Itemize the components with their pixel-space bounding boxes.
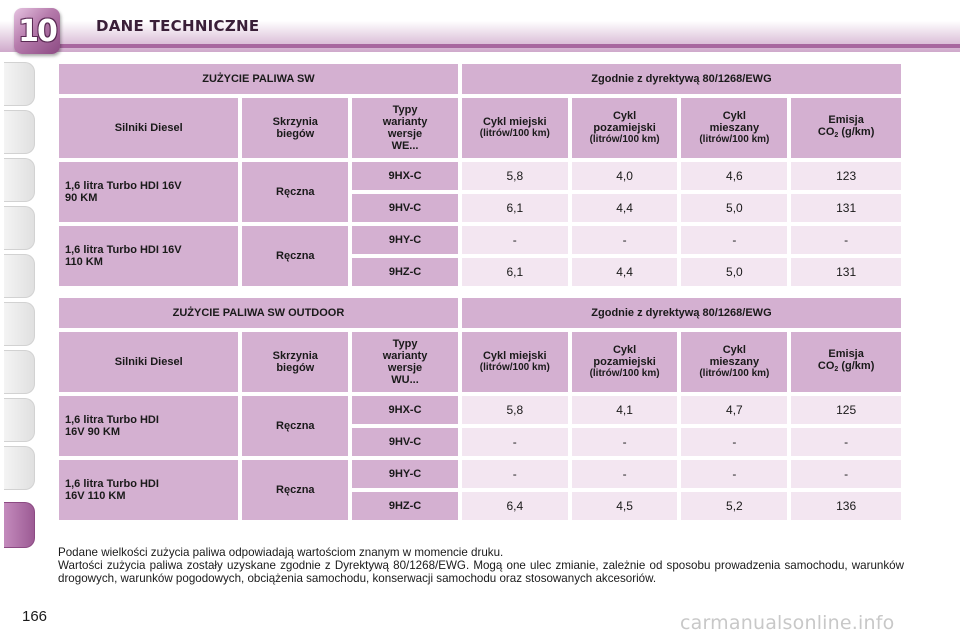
col-header-mixed: Cykl mieszany (litrów/100 km) — [681, 98, 788, 158]
mixed-value: 4,7 — [681, 396, 788, 424]
table-row: 9HZ-C 6,4 4,5 5,2 136 — [59, 492, 901, 520]
mixed-value: 5,0 — [681, 258, 788, 286]
extra-urban-value: - — [571, 460, 678, 488]
co2-value: - — [791, 428, 901, 456]
col-header-co2: Emisja CO2 (g/km) — [791, 332, 901, 392]
variant-code: 9HX-C — [352, 396, 458, 424]
table-row: 1,6 litra Turbo HDI 16V 90 KM Ręczna 9HX-… — [59, 396, 901, 456]
col-header-gearbox: Skrzynia biegów — [242, 98, 349, 158]
engine-cell: 1,6 litra Turbo HDI 16V 90 KM — [59, 162, 239, 222]
chapter-tab[interactable] — [4, 62, 35, 106]
table-row: 9HV-C - - - - — [59, 428, 901, 456]
header-band — [0, 0, 960, 52]
urban-value: 6,1 — [461, 194, 568, 222]
table-row: 1,6 litra Turbo HDI 16V 110 KM Ręczna 9HY… — [59, 226, 901, 286]
gearbox-cell: Ręczna — [242, 226, 349, 286]
urban-value: 6,4 — [461, 492, 568, 520]
page-title: DANE TECHNICZNE — [96, 17, 260, 35]
directive-label: Zgodnie z dyrektywą 80/1268/EWG — [461, 64, 901, 94]
footnotes: Podane wielkości zużycia paliwa odpowiad… — [58, 546, 904, 585]
mixed-value: 4,6 — [681, 162, 788, 190]
extra-urban-value: 4,0 — [571, 162, 678, 190]
chapter-tab-active[interactable] — [4, 502, 35, 548]
chapter-tab[interactable] — [4, 254, 35, 298]
table-title: ZUŻYCIE PALIWA SW — [59, 64, 458, 94]
urban-value: 5,8 — [461, 162, 568, 190]
co2-value: 136 — [791, 492, 901, 520]
mixed-value: - — [681, 460, 788, 488]
gearbox-cell: Ręczna — [242, 162, 349, 222]
col-header-extra-urban: Cykl pozamiejski (litrów/100 km) — [571, 98, 678, 158]
col-header-engines: Silniki Diesel — [59, 332, 239, 392]
mixed-value: - — [681, 428, 788, 456]
engine-cell: 1,6 litra Turbo HDI 16V 110 KM — [59, 460, 239, 520]
co2-value: 131 — [791, 194, 901, 222]
co2-value: - — [791, 226, 901, 254]
col-header-gearbox: Skrzynia biegów — [242, 332, 349, 392]
extra-urban-value: - — [571, 428, 678, 456]
note-printing-values: Podane wielkości zużycia paliwa odpowiad… — [58, 546, 504, 559]
mixed-value: 5,2 — [681, 492, 788, 520]
extra-urban-value: - — [571, 226, 678, 254]
directive-label: Zgodnie z dyrektywą 80/1268/EWG — [461, 298, 901, 328]
chapter-tab[interactable] — [4, 110, 35, 154]
urban-value: - — [461, 226, 568, 254]
col-header-engines: Silniki Diesel — [59, 98, 239, 158]
col-header-mixed: Cykl mieszany (litrów/100 km) — [681, 332, 788, 392]
co2-value: 131 — [791, 258, 901, 286]
co2-value: 125 — [791, 396, 901, 424]
header-divider — [40, 44, 960, 48]
page-number: 166 — [22, 608, 48, 625]
table-row: 1,6 litra Turbo HDI 16V 110 KM Ręczna 9HY… — [59, 460, 901, 520]
note-directive: Wartości zużycia paliwa zostały uzyskane… — [58, 559, 904, 585]
watermark: carmanualsonline.info — [680, 612, 895, 634]
table-row: 1,6 litra Turbo HDI 16V 90 KM Ręczna 9HX-… — [59, 162, 901, 222]
engine-cell: 1,6 litra Turbo HDI 16V 110 KM — [59, 226, 239, 286]
co2-value: 123 — [791, 162, 901, 190]
variant-code: 9HV-C — [352, 428, 458, 456]
extra-urban-value: 4,1 — [571, 396, 678, 424]
chapter-tab[interactable] — [4, 158, 35, 202]
variant-code: 9HZ-C — [352, 492, 458, 520]
mixed-value: - — [681, 226, 788, 254]
col-header-co2: Emisja CO2 (g/km) — [791, 98, 901, 158]
gearbox-cell: Ręczna — [242, 396, 349, 456]
col-header-urban: Cykl miejski (litrów/100 km) — [461, 332, 568, 392]
table-row: 9HV-C 6,1 4,4 5,0 131 — [59, 194, 901, 222]
variant-code: 9HY-C — [352, 226, 458, 254]
urban-value: 5,8 — [461, 396, 568, 424]
gearbox-cell: Ręczna — [242, 460, 349, 520]
col-header-urban: Cykl miejski (litrów/100 km) — [461, 98, 568, 158]
fuel-consumption-table-sw: ZUŻYCIE PALIWA SW Zgodnie z dyrektywą 80… — [55, 60, 905, 290]
extra-urban-value: 4,4 — [571, 194, 678, 222]
table-title: ZUŻYCIE PALIWA SW OUTDOOR — [59, 298, 458, 328]
co2-value: - — [791, 460, 901, 488]
variant-code: 9HV-C — [352, 194, 458, 222]
chapter-badge: 10 — [14, 8, 60, 54]
col-header-variants: Typy warianty wersje WU... — [352, 332, 458, 392]
engine-cell: 1,6 litra Turbo HDI 16V 90 KM — [59, 396, 239, 456]
urban-value: - — [461, 460, 568, 488]
extra-urban-value: 4,5 — [571, 492, 678, 520]
chapter-tab[interactable] — [4, 206, 35, 250]
table-row: 9HZ-C 6,1 4,4 5,0 131 — [59, 258, 901, 286]
variant-code: 9HY-C — [352, 460, 458, 488]
col-header-extra-urban: Cykl pozamiejski (litrów/100 km) — [571, 332, 678, 392]
fuel-consumption-table-sw-outdoor: ZUŻYCIE PALIWA SW OUTDOOR Zgodnie z dyre… — [55, 294, 905, 524]
extra-urban-value: 4,4 — [571, 258, 678, 286]
variant-code: 9HZ-C — [352, 258, 458, 286]
col-header-variants: Typy warianty wersje WE... — [352, 98, 458, 158]
variant-code: 9HX-C — [352, 162, 458, 190]
chapter-tab[interactable] — [4, 350, 35, 394]
urban-value: 6,1 — [461, 258, 568, 286]
chapter-tab[interactable] — [4, 398, 35, 442]
chapter-tab[interactable] — [4, 302, 35, 346]
urban-value: - — [461, 428, 568, 456]
chapter-tab[interactable] — [4, 446, 35, 490]
mixed-value: 5,0 — [681, 194, 788, 222]
